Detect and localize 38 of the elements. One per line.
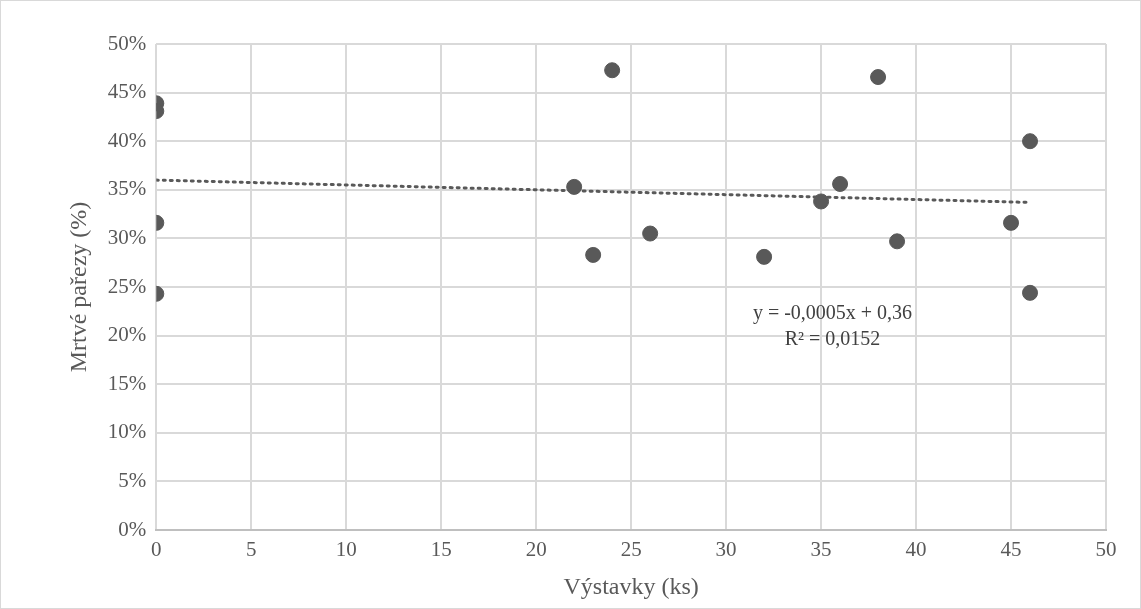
- x-tick-label: 50: [1095, 537, 1117, 562]
- y-axis-title: Mrtvé pařezy (%): [64, 201, 91, 373]
- y-tick-label: 5%: [118, 467, 147, 492]
- x-tick-label: 45: [1000, 537, 1022, 562]
- x-tick-label: 20: [525, 537, 547, 562]
- point: [604, 62, 621, 79]
- x-tick-label: 0: [151, 537, 162, 562]
- x-tick-label: 5: [246, 537, 257, 562]
- annotation: R² = 0,0152: [784, 326, 881, 349]
- y-tick-label: 25%: [107, 273, 147, 298]
- point: [870, 69, 887, 86]
- x-tick-label: 35: [810, 537, 832, 562]
- y-tick-label: 20%: [107, 322, 147, 347]
- point: [756, 248, 773, 265]
- y-tick-label: 30%: [107, 224, 147, 249]
- x-tick-label: 10: [335, 537, 357, 562]
- point: [1003, 214, 1020, 231]
- y-tick-label: 15%: [107, 370, 147, 395]
- y-tick-label: 10%: [107, 419, 147, 444]
- point: [889, 233, 906, 250]
- point: [585, 246, 602, 263]
- annotation: y = -0,0005x + 0,36: [752, 300, 913, 324]
- point: [1022, 133, 1039, 150]
- y-tick-label: 45%: [107, 79, 147, 104]
- point: [1022, 284, 1039, 301]
- point: [642, 225, 659, 242]
- x-tick-label: 25: [620, 537, 642, 562]
- point: [832, 175, 849, 192]
- y-tick-label: 0%: [118, 516, 147, 541]
- point: [566, 178, 583, 195]
- x-tick-label: 40: [905, 537, 927, 562]
- x-axis-title: Výstavky (ks): [563, 572, 699, 599]
- point: [813, 193, 830, 210]
- y-tick-label: 35%: [107, 176, 147, 201]
- x-tick-label: 30: [715, 537, 737, 562]
- y-tick-label: 50%: [107, 30, 147, 55]
- y-tick-label: 40%: [107, 127, 147, 152]
- x-tick-label: 15: [430, 537, 452, 562]
